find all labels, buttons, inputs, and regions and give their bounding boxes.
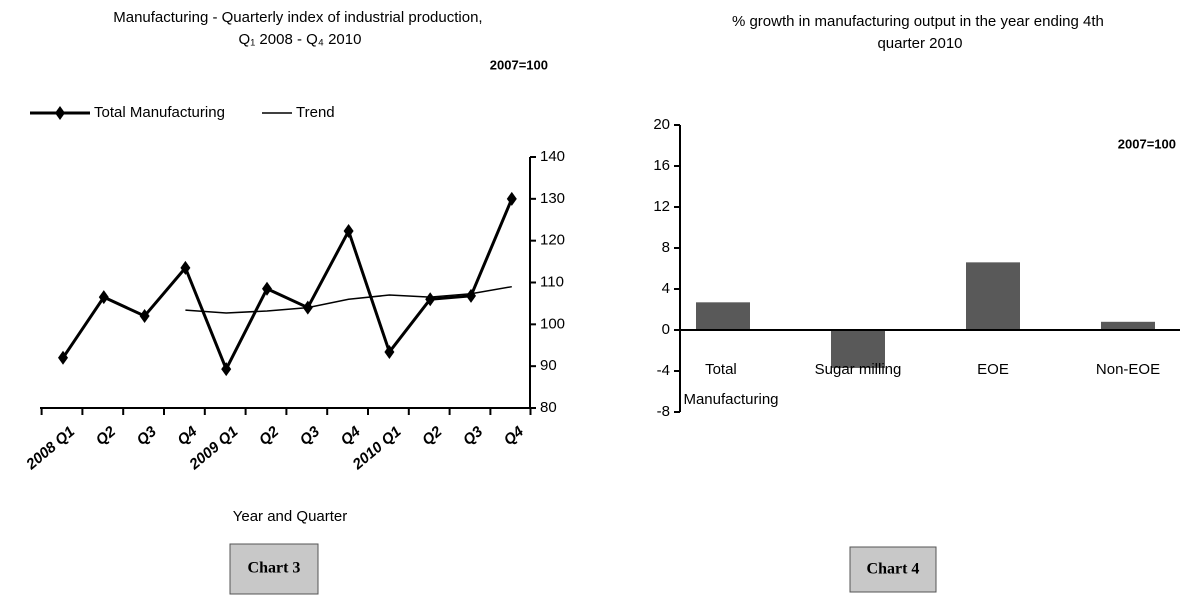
x-tick-label: Q3	[460, 423, 487, 449]
x-tick-label: Q4	[337, 423, 364, 449]
y-tick-label: 16	[653, 157, 670, 174]
y-tick-label: -8	[657, 403, 670, 420]
marker	[139, 308, 150, 323]
marker	[262, 281, 272, 296]
x-tick-label: EOE	[977, 361, 1009, 378]
x-tick-label: Q3	[133, 423, 160, 449]
x-tick-label: Q2	[419, 423, 446, 449]
y-tick-label: 12	[653, 198, 670, 215]
caption: Chart 4	[867, 561, 920, 578]
marker	[384, 344, 395, 359]
chart-title: % growth in manufacturing output in the …	[732, 13, 1108, 52]
y-tick-label: 120	[540, 232, 565, 249]
y-tick-label: 90	[540, 357, 557, 374]
line	[61, 198, 514, 373]
y-tick-label: 100	[540, 315, 565, 332]
caption-box	[229, 543, 319, 595]
marker	[180, 260, 191, 275]
y-tick-label: 8	[662, 239, 670, 256]
legend-marker	[55, 106, 65, 120]
x-tick-label: Q2	[256, 423, 283, 449]
x-axis-label: Year and Quarter	[233, 508, 348, 525]
annotation: 2007=100	[490, 57, 548, 72]
y-tick-label: 4	[662, 280, 670, 297]
y-tick-label: 110	[540, 273, 564, 290]
y-tick-label: 140	[540, 148, 565, 165]
marker	[98, 290, 109, 305]
x-tick-label: Non-EOE	[1096, 361, 1160, 378]
legend-label: Trend	[296, 104, 335, 121]
marker	[506, 191, 517, 206]
caption-box	[849, 546, 937, 593]
bar	[1101, 321, 1155, 330]
bar	[966, 262, 1020, 330]
legend-label: Total Manufacturing	[94, 104, 225, 121]
y-tick-label: 0	[662, 321, 670, 338]
annotation: 2007=100	[1118, 136, 1176, 151]
marker	[343, 224, 354, 239]
line	[185, 285, 512, 314]
marker	[466, 288, 476, 303]
caption: Chart 3	[248, 560, 301, 577]
chart-title: Manufacturing - Quarterly index of indus…	[113, 9, 487, 48]
y-tick-label: -4	[657, 362, 670, 379]
x-tick-label: Q2	[93, 423, 120, 449]
bar	[831, 330, 885, 368]
x-tick-label: 2008 Q1	[22, 423, 78, 474]
marker	[425, 292, 436, 307]
x-tick-label: Total Manufacturing	[683, 361, 778, 408]
x-tick-label: Q3	[297, 423, 324, 449]
x-tick-label: Sugar milling	[815, 361, 902, 378]
y-tick-label: 80	[540, 399, 557, 416]
marker	[221, 362, 232, 377]
x-tick-label: Q4	[174, 423, 201, 449]
y-tick-label: 20	[653, 116, 670, 133]
x-tick-label: Q4	[501, 423, 528, 449]
y-tick-label: 130	[540, 190, 565, 207]
bar	[696, 302, 750, 330]
marker	[58, 350, 68, 365]
